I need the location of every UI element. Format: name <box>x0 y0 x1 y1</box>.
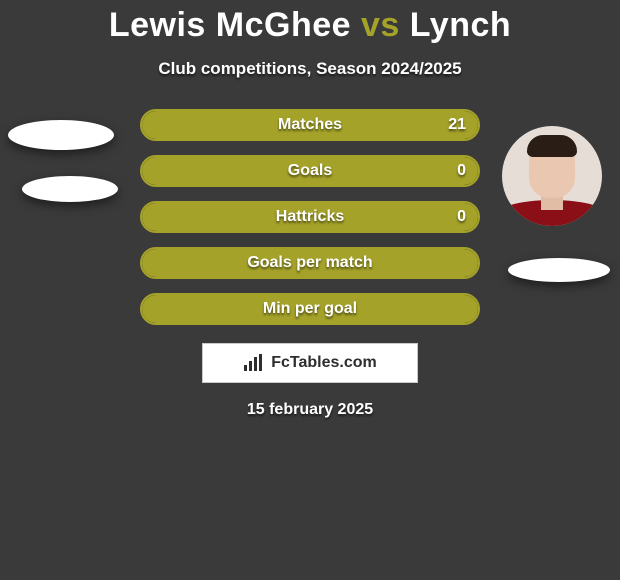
placeholder-ellipse <box>8 120 114 150</box>
stat-bar-value-right: 0 <box>457 162 466 180</box>
placeholder-ellipse <box>508 258 610 282</box>
bars-icon <box>243 354 265 372</box>
vs-label: vs <box>361 6 400 44</box>
stat-bar-label: Hattricks <box>276 208 344 226</box>
stat-bar: Min per goal <box>140 293 480 325</box>
stat-bar-label: Goals <box>288 162 332 180</box>
date-label: 15 february 2025 <box>247 401 373 419</box>
comparison-title: Lewis McGhee vs Lynch <box>109 6 511 45</box>
placeholder-ellipse <box>22 176 118 202</box>
stat-bar: Goals 0 <box>140 155 480 187</box>
player-right-name: Lynch <box>410 6 511 44</box>
stat-bars: Matches 21 Goals 0 Hattricks 0 Goals per match… <box>140 109 480 325</box>
brand-badge: FcTables.com <box>202 343 418 383</box>
player-right-avatar <box>502 126 602 226</box>
brand-text: FcTables.com <box>271 354 377 372</box>
stat-bar-label: Matches <box>278 116 342 134</box>
stat-bar-value-right: 21 <box>448 116 466 134</box>
stat-bar: Matches 21 <box>140 109 480 141</box>
stat-bar-value-right: 0 <box>457 208 466 226</box>
stat-bar-label: Min per goal <box>263 300 357 318</box>
stat-bar: Hattricks 0 <box>140 201 480 233</box>
player-left-name: Lewis McGhee <box>109 6 351 44</box>
subtitle: Club competitions, Season 2024/2025 <box>158 59 461 79</box>
stat-bar-label: Goals per match <box>247 254 372 272</box>
stat-bar: Goals per match <box>140 247 480 279</box>
